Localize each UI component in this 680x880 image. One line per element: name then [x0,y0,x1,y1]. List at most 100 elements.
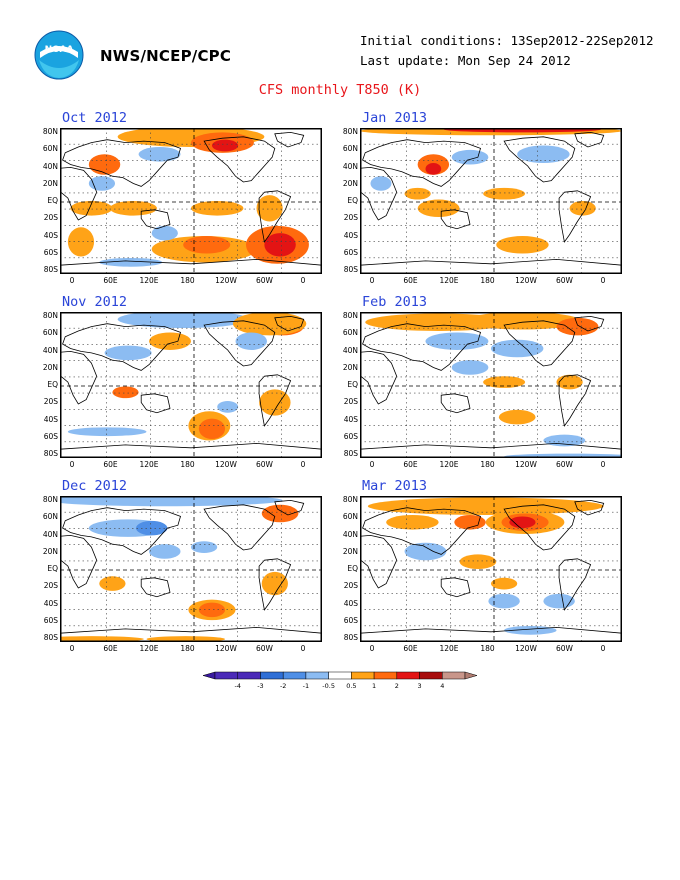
colorbar-tick-label: -4 [234,682,240,690]
coastline [558,558,592,611]
lon-tick-label: 60E [103,644,118,653]
lon-tick-label: 120E [139,460,159,469]
coastline [274,131,305,148]
anomaly-shading [149,544,181,559]
map-panel: Oct 2012 80N 60N 40N 20N EQ 20S 40S 60S 80S 0 60E 12… [43,110,326,285]
lon-tick-label: 0 [600,460,606,469]
coastline [62,139,181,187]
lat-tick-label: 40S [343,598,358,608]
lat-tick-label: 20S [343,581,358,591]
lon-tick-label: 180 [180,644,195,653]
anomaly-shading [425,332,489,350]
colorbar-tick-label: 2 [395,682,399,690]
lat-tick-label: 40S [43,598,58,608]
lon-tick-label: 0 [300,460,306,469]
colorbar-segment [237,671,261,680]
lon-tick-label: 60W [556,460,573,469]
map-panel: Feb 2013 80N 60N 40N 20N EQ 20S 40S 60S 80S 0 60E 12… [343,294,626,469]
lon-tick-label: 60W [256,460,273,469]
lat-tick-label: 20N [42,178,58,188]
anomaly-shading [569,201,596,216]
last-update: Last update: Mon Sep 24 2012 [360,53,571,68]
coastline [360,258,622,266]
map-panel: Mar 2013 80N 60N 40N 20N EQ 20S 40S 60S 80S 0 60E 12… [343,478,626,653]
lat-tick-label: 40S [343,414,358,424]
panel-title: Nov 2012 [62,294,128,310]
lat-tick-label: 60N [342,328,358,338]
lat-tick-label: 20N [342,362,358,372]
lat-tick-label: 80S [43,633,58,642]
colorbar-segment [373,671,398,680]
lat-tick-label: 80N [42,127,58,136]
anomaly-shading [67,227,95,257]
colorbar-tick-label: 0.5 [346,682,356,690]
lat-tick-label: 60S [343,247,358,257]
lat-tick-label: 40N [42,529,58,539]
agency-name: NWS/NCEP/CPC [100,47,232,65]
lat-tick-label: 20S [343,213,358,223]
colorbar-segment [396,671,420,680]
lon-tick-label: 180 [180,460,195,469]
lat-tick-label: 60S [343,615,358,625]
anomaly-map [60,128,322,274]
lat-tick-label: 40N [342,345,358,355]
lon-tick-label: 60E [403,644,418,653]
lon-tick-label: 180 [180,276,195,285]
lon-tick-label: 180 [480,276,495,285]
coastline [258,190,292,243]
lat-tick-label: 60N [42,144,58,154]
coastline [258,374,292,427]
coastline [60,626,322,634]
anomaly-shading [543,434,586,447]
anomaly-shading [191,541,218,553]
lat-tick-label: 60S [43,247,58,257]
noaa-logo-icon: NOAA [34,30,84,80]
coastline [574,131,605,148]
anomaly-shading [556,374,583,390]
lon-tick-label: 60W [256,276,273,285]
lat-tick-label: 20S [43,397,58,407]
lat-tick-label: 80S [343,265,358,274]
lat-tick-label: EQ [47,380,58,389]
colorbar-tick-label: 1 [372,682,376,690]
lat-tick-label: 20N [342,546,358,556]
lat-tick-label: 60N [342,144,358,154]
colorbar-segment [442,671,466,680]
anomaly-shading [491,577,518,590]
lat-tick-label: EQ [347,380,358,389]
lat-tick-label: 40N [342,161,358,171]
panel-title: Mar 2013 [362,478,428,494]
lat-tick-label: 60S [43,431,58,441]
anomaly-shading [451,360,489,375]
coastline [140,577,171,598]
anomaly-shading [67,427,147,437]
lat-tick-label: EQ [47,564,58,573]
anomaly-shading [259,389,291,416]
coastline [503,136,576,183]
lat-tick-label: 80N [42,495,58,504]
coastline [60,166,98,221]
anomaly-shading [261,504,299,523]
coastline [574,499,605,516]
coastline [140,393,171,414]
lon-tick-label: 120W [215,644,237,653]
colorbar-tick-label: -3 [257,682,263,690]
lat-tick-label: 40N [342,529,358,539]
anomaly-shading [464,312,581,330]
panel-title: Dec 2012 [62,478,128,494]
lon-tick-label: 0 [369,644,375,653]
anomaly-shading [135,520,168,536]
anomaly-shading [491,339,544,358]
lat-tick-label: 20S [43,213,58,223]
anomaly-shading [109,201,157,216]
lon-tick-label: 120E [439,276,459,285]
colorbar-end-high [464,671,478,680]
lon-tick-label: 120W [515,276,537,285]
coastline [62,507,181,555]
lat-tick-label: 60N [42,512,58,522]
coastline [360,626,622,634]
coastline [60,258,322,266]
anomaly-shading [235,332,267,350]
panel-title: Jan 2013 [362,110,428,126]
panel-title: Feb 2013 [362,294,428,310]
